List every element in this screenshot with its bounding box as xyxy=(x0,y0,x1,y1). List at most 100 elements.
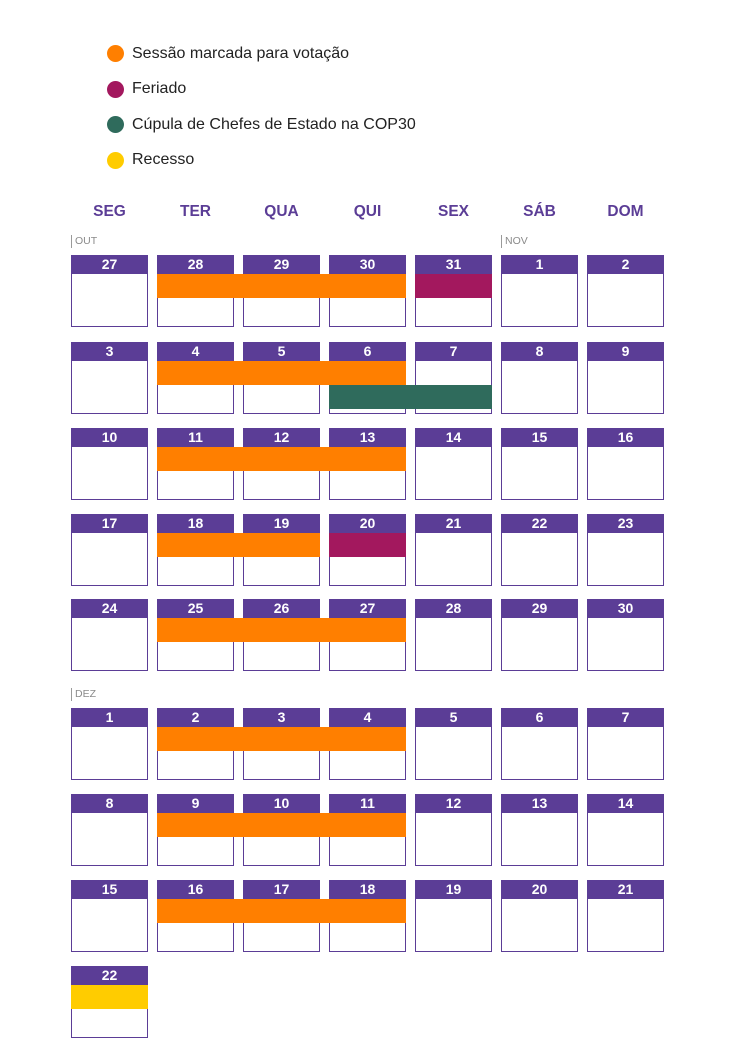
day-number: 11 xyxy=(157,428,234,447)
weekday-seg: SEG xyxy=(93,203,126,220)
day-number: 10 xyxy=(243,794,320,813)
day-number: 19 xyxy=(415,880,492,899)
day-number: 2 xyxy=(587,255,664,274)
day-number: 5 xyxy=(243,342,320,361)
event-bar-holiday xyxy=(329,533,406,557)
day-cell: 3 xyxy=(71,342,148,414)
day-cell: 15 xyxy=(71,880,148,952)
day-number: 7 xyxy=(415,342,492,361)
day-number: 8 xyxy=(71,794,148,813)
event-bar-session xyxy=(157,727,406,751)
day-number: 30 xyxy=(329,255,406,274)
day-cell: 5 xyxy=(415,708,492,780)
day-number: 1 xyxy=(71,708,148,727)
legend-label-recess: Recesso xyxy=(132,151,195,169)
legend-item-summit: Cúpula de Chefes de Estado na COP30 xyxy=(107,107,416,143)
day-number: 11 xyxy=(329,794,406,813)
day-number: 12 xyxy=(243,428,320,447)
weekday-qui: QUI xyxy=(353,203,382,220)
weekday-dom: DOM xyxy=(607,203,644,220)
day-number: 18 xyxy=(157,514,234,533)
day-number: 12 xyxy=(415,794,492,813)
day-number: 14 xyxy=(587,794,664,813)
day-cell: 14 xyxy=(415,428,492,500)
day-number: 27 xyxy=(329,599,406,618)
day-number: 16 xyxy=(587,428,664,447)
day-number: 19 xyxy=(243,514,320,533)
day-number: 9 xyxy=(587,342,664,361)
legend-label-session: Sessão marcada para votação xyxy=(132,44,350,62)
day-number: 28 xyxy=(415,599,492,618)
legend-label-holiday: Feriado xyxy=(132,80,187,98)
day-cell: 6 xyxy=(501,708,578,780)
day-number: 27 xyxy=(71,255,148,274)
day-number: 16 xyxy=(157,880,234,899)
day-number: 6 xyxy=(329,342,406,361)
weekday-sáb: SÁB xyxy=(523,203,556,220)
day-cell: 2 xyxy=(587,255,664,327)
day-number: 22 xyxy=(71,966,148,985)
legend-item-holiday: Feriado xyxy=(107,72,416,108)
day-number: 3 xyxy=(243,708,320,727)
event-bar-session xyxy=(157,899,406,923)
yellow-dot-icon xyxy=(107,151,124,169)
weekday-sex: SEX xyxy=(437,203,469,220)
legend-item-recess: Recesso xyxy=(107,143,416,179)
day-cell: 13 xyxy=(501,794,578,866)
legend-item-session: Sessão marcada para votação xyxy=(107,36,416,72)
day-number: 15 xyxy=(71,880,148,899)
day-number: 14 xyxy=(415,428,492,447)
day-number: 21 xyxy=(587,880,664,899)
day-number: 8 xyxy=(501,342,578,361)
day-cell: 8 xyxy=(501,342,578,414)
day-number: 1 xyxy=(501,255,578,274)
day-number: 30 xyxy=(587,599,664,618)
day-cell: 9 xyxy=(587,342,664,414)
day-number: 6 xyxy=(501,708,578,727)
day-number: 20 xyxy=(329,514,406,533)
day-number: 18 xyxy=(329,880,406,899)
day-cell: 17 xyxy=(71,514,148,586)
day-cell: 22 xyxy=(501,514,578,586)
day-cell: 12 xyxy=(415,794,492,866)
day-cell: 1 xyxy=(501,255,578,327)
day-cell: 21 xyxy=(587,880,664,952)
day-number: 24 xyxy=(71,599,148,618)
day-number: 4 xyxy=(329,708,406,727)
day-number: 17 xyxy=(71,514,148,533)
event-bar-summit xyxy=(329,385,492,409)
orange-dot-icon xyxy=(107,45,124,63)
day-number: 26 xyxy=(243,599,320,618)
day-number: 22 xyxy=(501,514,578,533)
day-number: 15 xyxy=(501,428,578,447)
day-number: 20 xyxy=(501,880,578,899)
day-number: 25 xyxy=(157,599,234,618)
day-cell: 21 xyxy=(415,514,492,586)
day-cell: 23 xyxy=(587,514,664,586)
day-cell: 10 xyxy=(71,428,148,500)
day-number: 2 xyxy=(157,708,234,727)
day-number: 23 xyxy=(587,514,664,533)
legend: Sessão marcada para votação Feriado Cúpu… xyxy=(107,36,416,178)
day-cell: 8 xyxy=(71,794,148,866)
day-number: 4 xyxy=(157,342,234,361)
event-bar-session xyxy=(157,813,406,837)
event-bar-session xyxy=(157,447,406,471)
weekday-ter: TER xyxy=(180,203,211,220)
day-number: 13 xyxy=(329,428,406,447)
day-cell: 1 xyxy=(71,708,148,780)
day-number: 29 xyxy=(243,255,320,274)
legend-label-summit: Cúpula de Chefes de Estado na COP30 xyxy=(132,115,416,133)
month-label-out: OUT xyxy=(71,235,97,248)
day-cell: 7 xyxy=(587,708,664,780)
day-cell: 15 xyxy=(501,428,578,500)
event-bar-session xyxy=(157,361,406,385)
day-cell: 30 xyxy=(587,599,664,671)
magenta-dot-icon xyxy=(107,80,124,98)
day-number: 10 xyxy=(71,428,148,447)
day-number: 13 xyxy=(501,794,578,813)
day-number: 9 xyxy=(157,794,234,813)
day-number: 7 xyxy=(587,708,664,727)
day-cell: 27 xyxy=(71,255,148,327)
day-number: 5 xyxy=(415,708,492,727)
